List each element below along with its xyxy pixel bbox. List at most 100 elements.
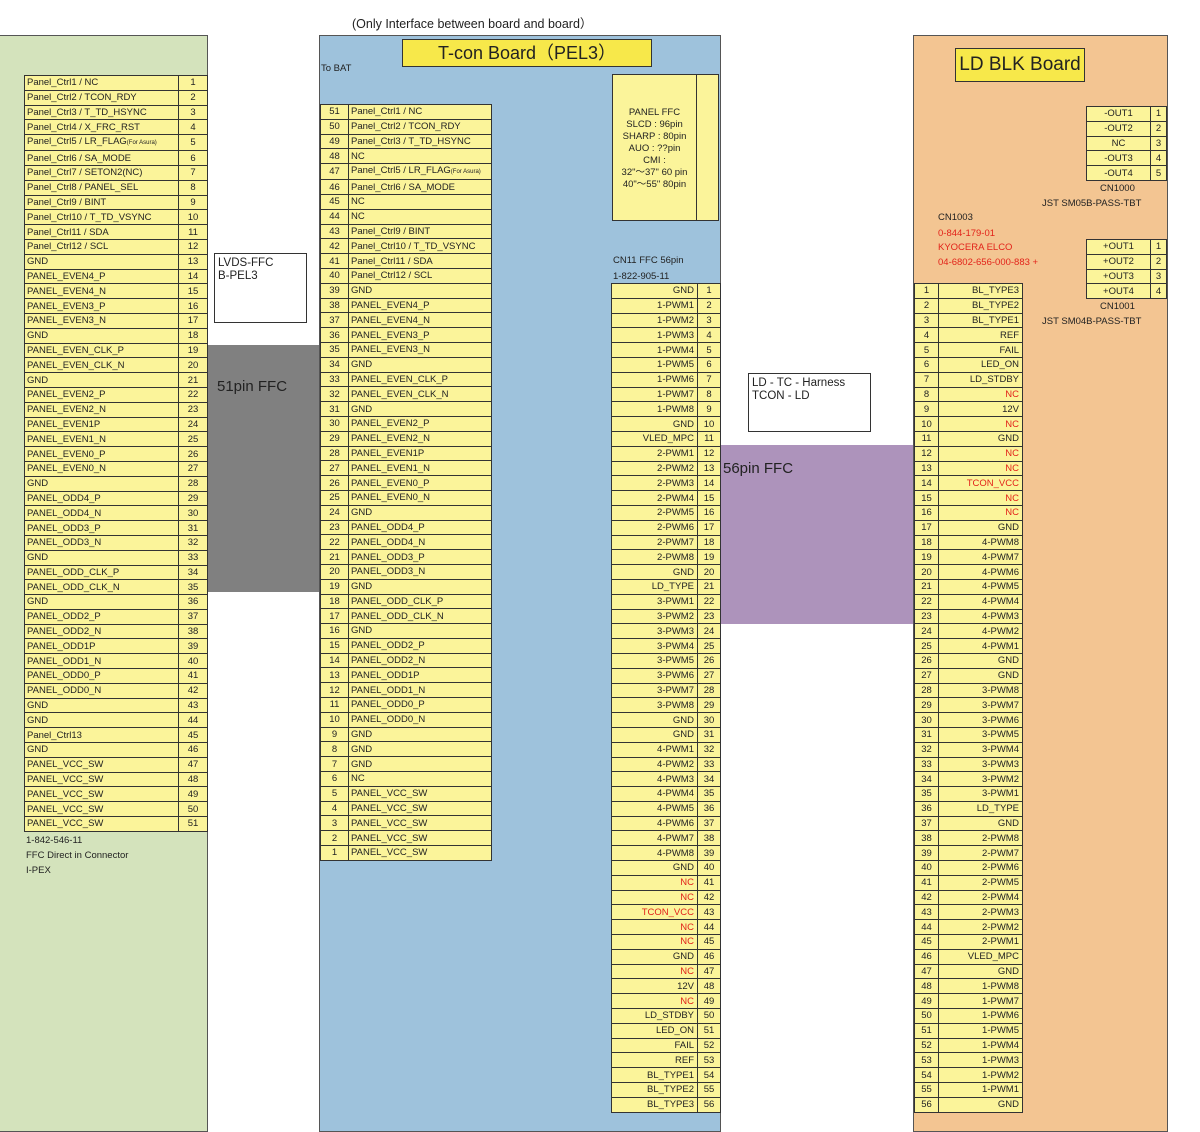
pin-signal-text: 4-PWM4 [657, 788, 694, 800]
pin-signal-text: PANEL_VCC_SW [27, 759, 104, 771]
pin-signal: PANEL_VCC_SW [24, 816, 179, 832]
pin-signal: PANEL_EVEN_CLK_N [348, 386, 492, 403]
pin-number: 34 [320, 356, 349, 373]
tcon-pin-row: 30 PANEL_EVEN2_P [320, 415, 492, 432]
tcon-pin-row: 16 GND [320, 623, 492, 639]
pin-signal: 3-PWM7 [611, 682, 698, 699]
pin-signal-text: BL_TYPE3 [972, 285, 1019, 297]
panel-ffc-line: 40"～55" 80pin [622, 179, 687, 190]
pin-number: 19 [320, 578, 349, 595]
pin-signal: PANEL_EVEN1_N [348, 460, 492, 477]
pin-signal-text: PANEL_EVEN4_P [27, 270, 106, 282]
pin-signal: LD_STDBY [938, 371, 1023, 388]
pin-number: 19 [697, 549, 721, 566]
pin-signal: 3-PWM7 [938, 697, 1023, 714]
main-pin-row: Panel_Ctrl6 / SA_MODE 6 [24, 150, 208, 166]
pin-number: 28 [320, 445, 349, 462]
main-pin-row: Panel_Ctrl1 / NC 1 [24, 75, 208, 91]
pin-number: 47 [697, 963, 721, 980]
ffc-51pin-label: 51pin FFC [217, 378, 288, 395]
pin-signal: PANEL_EVEN1P [348, 445, 492, 462]
pin-number: 15 [178, 283, 208, 300]
tcon-pin-row: 45 NC [320, 193, 492, 210]
pin-signal: 2-PWM5 [611, 504, 698, 521]
pin-signal-text: BL_TYPE2 [972, 300, 1019, 312]
pin-number: 22 [178, 386, 208, 403]
pin-number: 7 [178, 164, 208, 181]
pin-signal: Panel_Ctrl1 / NC [24, 75, 179, 91]
cn1003-pin-row: 37 GND [914, 815, 1023, 832]
pin-number: 1 [1150, 239, 1167, 255]
cn1001-pin-row: +OUT2 2 [1086, 253, 1167, 270]
pin-number: 24 [178, 416, 208, 433]
pin-signal-text: -OUT3 [1104, 152, 1133, 164]
pin-signal: 1-PWM6 [611, 371, 698, 388]
pin-signal-text: PANEL_EVEN4_N [27, 285, 107, 297]
cn1003-part: 0-844-179-01 [938, 228, 996, 239]
pin-signal-text: PANEL_EVEN1P [27, 418, 101, 430]
cn1003-pin-row: 46 VLED_MPC [914, 948, 1023, 965]
pin-signal-text: PANEL_EVEN0_P [27, 448, 106, 460]
pin-number: 28 [697, 682, 721, 699]
pin-number: 41 [914, 874, 939, 891]
pin-number: 11 [914, 430, 939, 447]
pin-number: 23 [914, 608, 939, 625]
pin-signal: PANEL_VCC_SW [24, 801, 179, 818]
pin-signal: PANEL_ODD0_N [348, 711, 492, 728]
cn1003-pin-row: 16 NC [914, 504, 1023, 521]
tcon-pin-row: 22 PANEL_ODD4_N [320, 534, 492, 551]
pin-number: 37 [320, 312, 349, 329]
cn1003-pin-row: 29 3-PWM7 [914, 697, 1023, 714]
main-pin-row: PANEL_VCC_SW 47 [24, 756, 208, 773]
pin-signal: GND [24, 742, 179, 758]
pin-number: 14 [914, 475, 939, 492]
pin-signal-text: 4-PWM1 [657, 744, 694, 756]
pin-number: 18 [914, 534, 939, 551]
cn11-label: CN11 FFC 56pin [613, 255, 684, 266]
pin-signal: NC [611, 993, 698, 1010]
main-pin-row: PANEL_EVEN_CLK_P 19 [24, 342, 208, 359]
pin-signal: PANEL_VCC_SW [24, 786, 179, 803]
tcon-pin-row: 39 GND [320, 282, 492, 299]
pin-signal-text: LED_ON [655, 1025, 694, 1037]
pin-signal: NC [611, 919, 698, 936]
pin-signal-text: Panel_Ctrl11 / SDA [351, 255, 433, 267]
pin-signal: +OUT1 [1086, 239, 1151, 255]
cn11-pin-row: GND 46 [611, 948, 721, 965]
cn11-connector: GND 1 1-PWM1 2 1-PWM2 3 1-PWM3 4 1-PWM4 5 1-PWM5 6 1… [611, 283, 721, 1113]
pin-number: 34 [697, 771, 721, 788]
pin-signal-text: 3-PWM8 [982, 684, 1019, 696]
pin-signal: Panel_Ctrl9 / BINT [348, 223, 492, 240]
pin-signal: 4-PWM6 [938, 564, 1023, 580]
cn1003-pin-row: 13 NC [914, 460, 1023, 477]
pin-number: 55 [697, 1082, 721, 1098]
pin-number: 24 [320, 504, 349, 521]
pin-signal: 2-PWM8 [938, 830, 1023, 847]
pin-signal-text: PANEL_EVEN_CLK_P [351, 373, 448, 385]
tcon-pin-row: 36 PANEL_EVEN3_P [320, 327, 492, 343]
pin-number: 22 [914, 593, 939, 610]
pin-number: 30 [320, 415, 349, 432]
pin-number: 24 [697, 623, 721, 640]
pin-number: 10 [914, 416, 939, 432]
pin-signal-text: 2-PWM4 [657, 492, 694, 504]
pin-signal-text: NC [1005, 448, 1019, 460]
cn11-pin-row: 2-PWM5 16 [611, 504, 721, 521]
pin-signal: PANEL_EVEN0_P [24, 446, 179, 462]
pin-signal-text: 4-PWM4 [982, 596, 1019, 608]
pin-signal-text: 4-PWM1 [982, 640, 1019, 652]
pin-signal-text: LD_STDBY [969, 374, 1019, 386]
pin-signal-text: PANEL_ODD1P [351, 669, 420, 681]
pin-number: 11 [178, 224, 208, 240]
pin-signal: PANEL_EVEN3_N [348, 341, 492, 358]
tcon-pin-row: 47 Panel_Ctrl5 / LR_FLAG(For Asura) [320, 163, 492, 181]
cn11-pin-row: GND 40 [611, 860, 721, 876]
pin-signal: 4-PWM8 [611, 845, 698, 862]
ffc-56pin-cable [720, 445, 913, 624]
pin-signal-text: NC [680, 892, 694, 904]
pin-signal: Panel_Ctrl12 / SCL [348, 267, 492, 284]
pin-number: 26 [697, 652, 721, 669]
cn11-pin-row: VLED_MPC 11 [611, 430, 721, 447]
pin-signal-text: 1-PWM5 [982, 1025, 1019, 1037]
pin-signal-text: Panel_Ctrl10 / T_TD_VSYNC [27, 211, 152, 223]
